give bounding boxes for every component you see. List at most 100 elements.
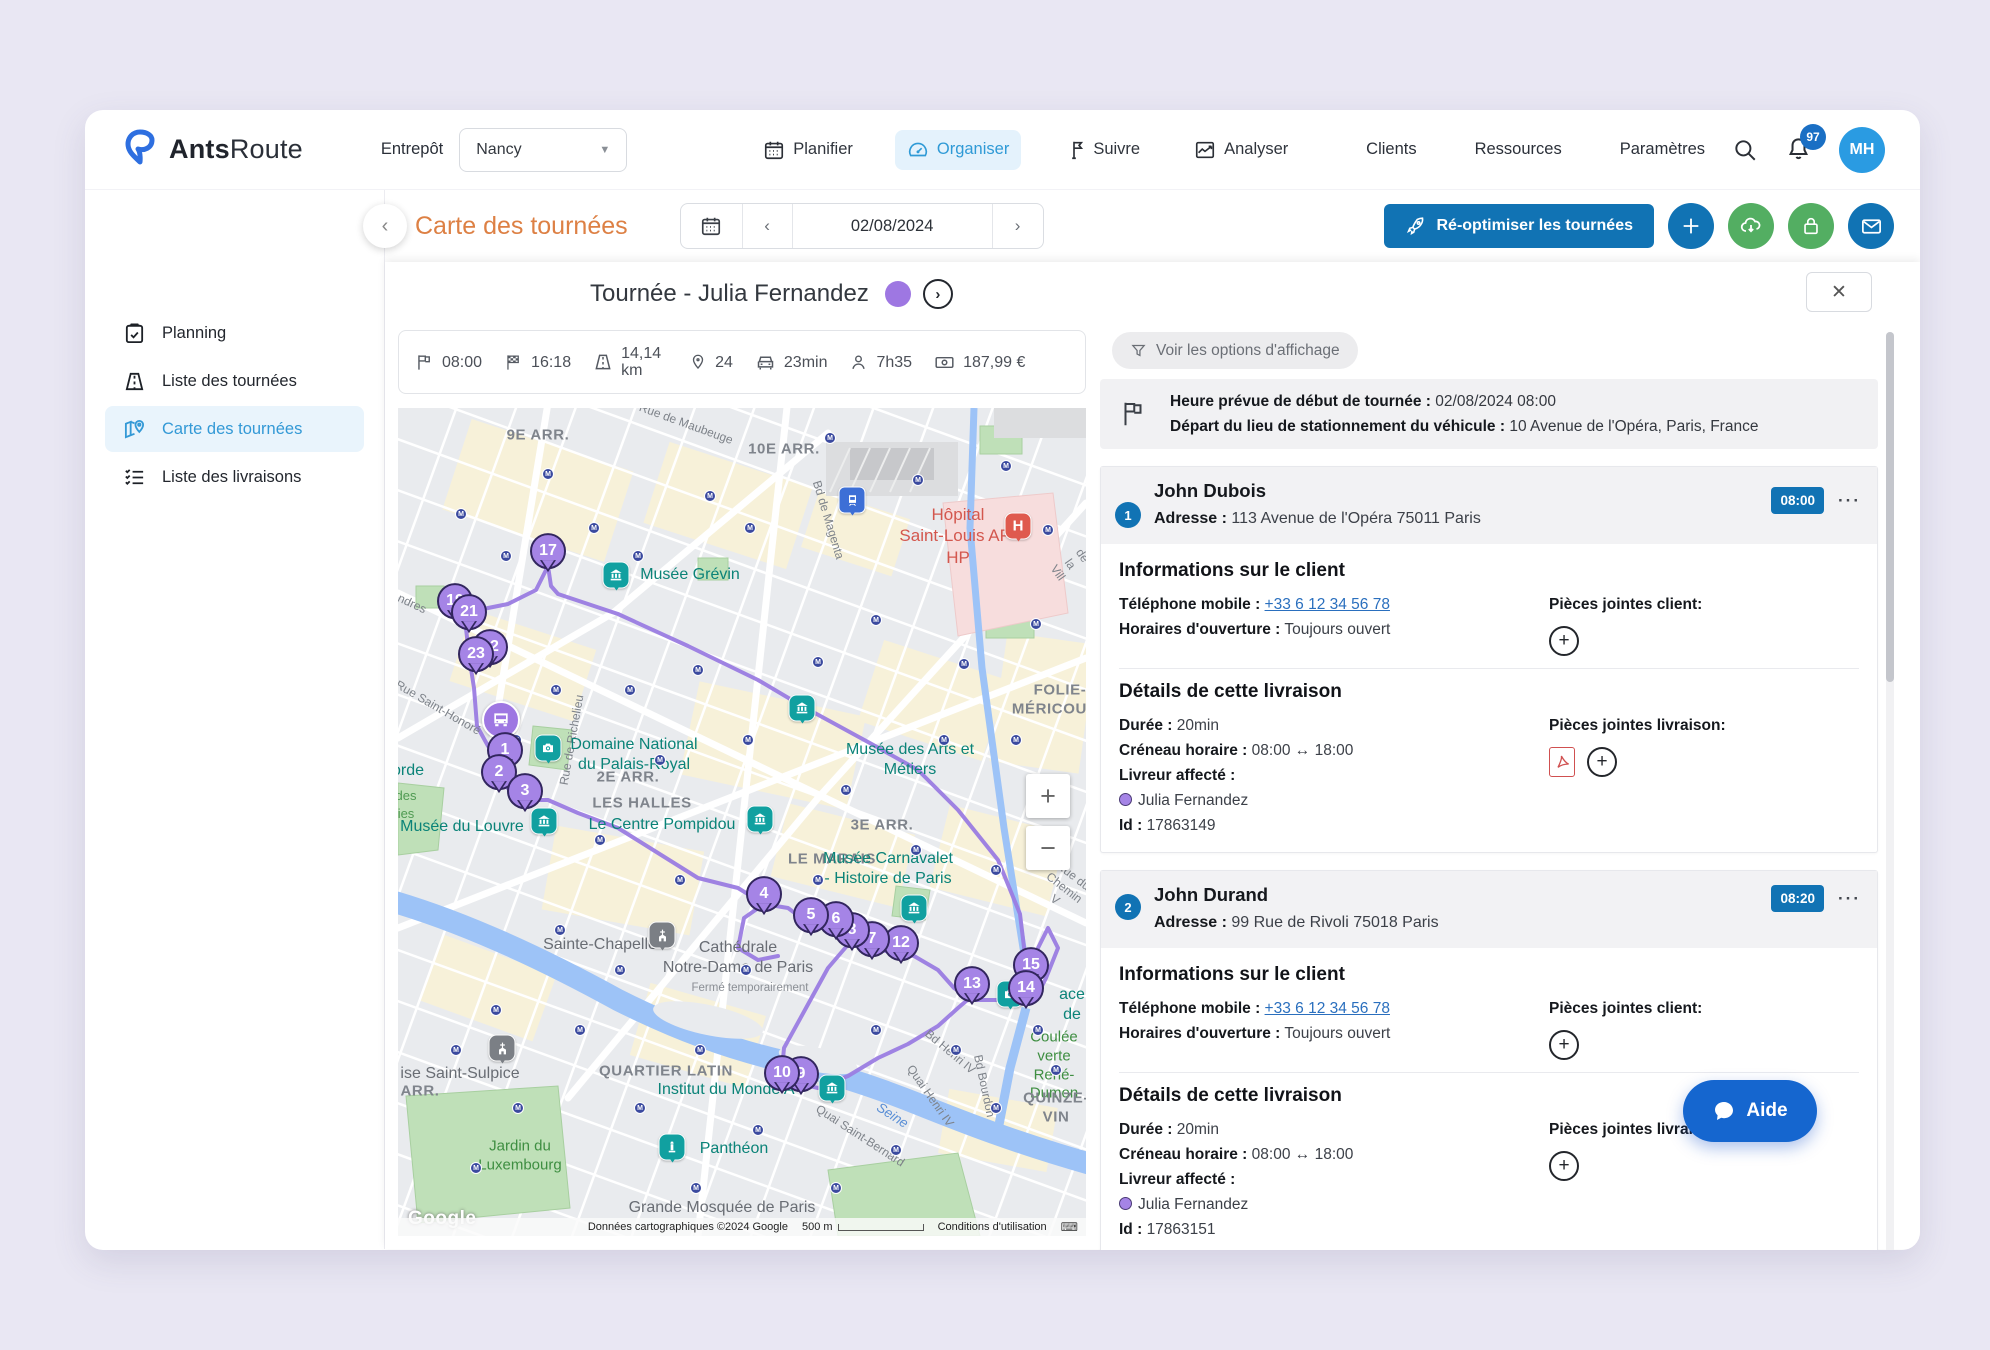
sidebar-item-carte-tournees[interactable]: Carte des tournées [105, 406, 364, 452]
stop-menu-button[interactable]: ··· [1838, 888, 1861, 908]
warehouse-select[interactable]: Nancy ▼ [459, 127, 628, 172]
signpost-icon [1072, 141, 1084, 159]
add-client-attachment-button[interactable]: + [1549, 1030, 1579, 1060]
stop-marker-21[interactable]: 21 [451, 594, 487, 631]
poi-icon[interactable] [818, 1074, 846, 1102]
stop-menu-button[interactable]: ··· [1838, 490, 1861, 510]
avatar[interactable]: MH [1839, 126, 1885, 173]
banknote-icon [935, 356, 954, 368]
metro-icon: M [830, 1182, 842, 1194]
tab-suivre[interactable]: Suivre [1051, 130, 1152, 170]
lock-icon [1804, 217, 1818, 235]
pin-icon [692, 354, 704, 370]
stop-marker-14[interactable]: 14 [1008, 970, 1044, 1007]
stop-marker-3[interactable]: 3 [507, 773, 543, 810]
add-delivery-attachment-button[interactable]: + [1549, 1151, 1579, 1181]
tab-analyser[interactable]: Analyser [1182, 130, 1300, 170]
map[interactable]: 9E ARR. 10E ARR. Rue de Maubeuge ndres Bd de… [398, 408, 1086, 1236]
poi-icon[interactable] [534, 734, 562, 762]
poi-icon[interactable] [900, 894, 928, 922]
zoom-in-button[interactable]: + [1026, 774, 1070, 818]
prev-day-button[interactable]: ‹ [743, 204, 793, 248]
notifications-button[interactable]: 97 [1785, 124, 1826, 163]
app-window: AntsRoute Entrepôt Nancy ▼ Planifier Org… [85, 110, 1920, 1250]
checklist-icon [125, 468, 144, 485]
stop-marker-4[interactable]: 4 [746, 876, 782, 913]
nav-clients[interactable]: Clients [1335, 138, 1416, 162]
road-icon [125, 372, 144, 390]
nav-ressources[interactable]: Ressources [1444, 138, 1562, 162]
navbar-right: Clients Ressources Paramètres 97 MH [1335, 124, 1885, 173]
poi-icon[interactable]: H [1004, 512, 1032, 540]
reoptimize-button[interactable]: Ré-optimiser les tournées [1383, 204, 1654, 248]
map-terms-link[interactable]: Conditions d'utilisation [937, 1221, 1047, 1233]
date-value[interactable]: 02/08/2024 [793, 204, 993, 248]
phone-link[interactable]: +33 6 12 34 56 78 [1264, 1000, 1390, 1017]
metro-icon: M [500, 550, 512, 562]
map-label: LE MARAIS [788, 850, 876, 868]
sidebar-item-liste-livraisons[interactable]: Liste des livraisons [105, 454, 364, 500]
stop-marker-5[interactable]: 5 [793, 897, 829, 934]
plus-icon [1683, 218, 1699, 234]
sidebar-item-liste-tournees[interactable]: Liste des tournées [105, 358, 364, 404]
clipboard-check-icon [125, 322, 144, 343]
display-options-button[interactable]: Voir les options d'affichage [1112, 332, 1358, 369]
delivery-details-title: Détails de cette livraison [1119, 1085, 1342, 1106]
pdf-attachment-icon[interactable] [1549, 747, 1575, 777]
stop-header[interactable]: 2 John Durand Adresse : 99 Rue de Rivoli… [1101, 871, 1877, 948]
sidebar-item-planning[interactable]: Planning [105, 310, 364, 356]
poi-icon[interactable] [648, 921, 676, 949]
metro-icon: M [512, 1102, 524, 1114]
stat-end-time: 16:18 [504, 353, 571, 372]
client-attachments-label: Pièces jointes client: [1549, 596, 1703, 613]
brand-logo[interactable]: AntsRoute [121, 128, 303, 171]
help-button[interactable]: Aide [1683, 1080, 1817, 1142]
add-delivery-attachment-button[interactable]: + [1587, 747, 1617, 777]
details-scrollbar[interactable] [1886, 332, 1894, 1250]
stop-marker-23[interactable]: 23 [458, 636, 494, 673]
metro-icon: M [614, 964, 626, 976]
poi-icon[interactable] [602, 561, 630, 589]
mail-button[interactable] [1848, 203, 1894, 249]
zoom-out-button[interactable]: − [1026, 826, 1070, 870]
stop-marker-17[interactable]: 17 [530, 533, 566, 570]
add-button[interactable] [1668, 203, 1714, 249]
poi-icon[interactable] [746, 805, 774, 833]
add-client-attachment-button[interactable]: + [1549, 626, 1579, 656]
stop-marker-10[interactable]: 10 [764, 1055, 800, 1092]
stop-marker-13[interactable]: 13 [954, 966, 990, 1003]
metro-icon: M [574, 1024, 586, 1036]
phone-link[interactable]: +33 6 12 34 56 78 [1264, 596, 1390, 613]
map-label: QUINZE-VIN [1023, 1089, 1086, 1125]
metro-icon: M [455, 508, 467, 520]
search-button[interactable] [1732, 137, 1758, 163]
phone-row: Téléphone mobile : +33 6 12 34 56 78 [1119, 1000, 1390, 1017]
collapse-panel-button[interactable]: ‹ [363, 204, 407, 248]
stop-marker-15[interactable]: 15 [1013, 947, 1049, 984]
stop-time-badge: 08:20 [1771, 885, 1825, 912]
chevron-down-icon: ▼ [599, 143, 611, 156]
tour-color-dot[interactable] [884, 281, 911, 307]
next-day-button[interactable]: › [1014, 216, 1021, 235]
tab-planifier[interactable]: Planifier [751, 130, 865, 170]
chart-icon [1196, 141, 1215, 158]
calendar-button[interactable] [681, 204, 743, 248]
poi-icon[interactable] [658, 1133, 686, 1161]
client-info-title: Informations sur le client [1119, 964, 1345, 985]
stat-work-time: 7h35 [849, 353, 912, 372]
close-panel-button[interactable]: ✕ [1806, 272, 1872, 312]
map-scalebar: 500 m [802, 1221, 924, 1233]
keyboard-icon[interactable]: ⌨ [1060, 1220, 1078, 1234]
poi-icon[interactable] [488, 1034, 516, 1062]
lock-button[interactable] [1788, 203, 1834, 249]
stat-cost: 187,99 € [934, 352, 1025, 373]
cloud-download-button[interactable] [1728, 203, 1774, 249]
stop-header[interactable]: 1 John Dubois Adresse : 113 Avenue de l'… [1101, 467, 1877, 544]
tab-organiser[interactable]: Organiser [894, 129, 1022, 170]
poi-icon[interactable] [788, 694, 816, 722]
next-tour-button[interactable]: › [922, 279, 953, 309]
poi-icon[interactable] [838, 486, 866, 514]
metro-icon: M [624, 684, 636, 696]
poi-icon[interactable] [530, 807, 558, 835]
nav-parametres[interactable]: Paramètres [1589, 138, 1705, 162]
